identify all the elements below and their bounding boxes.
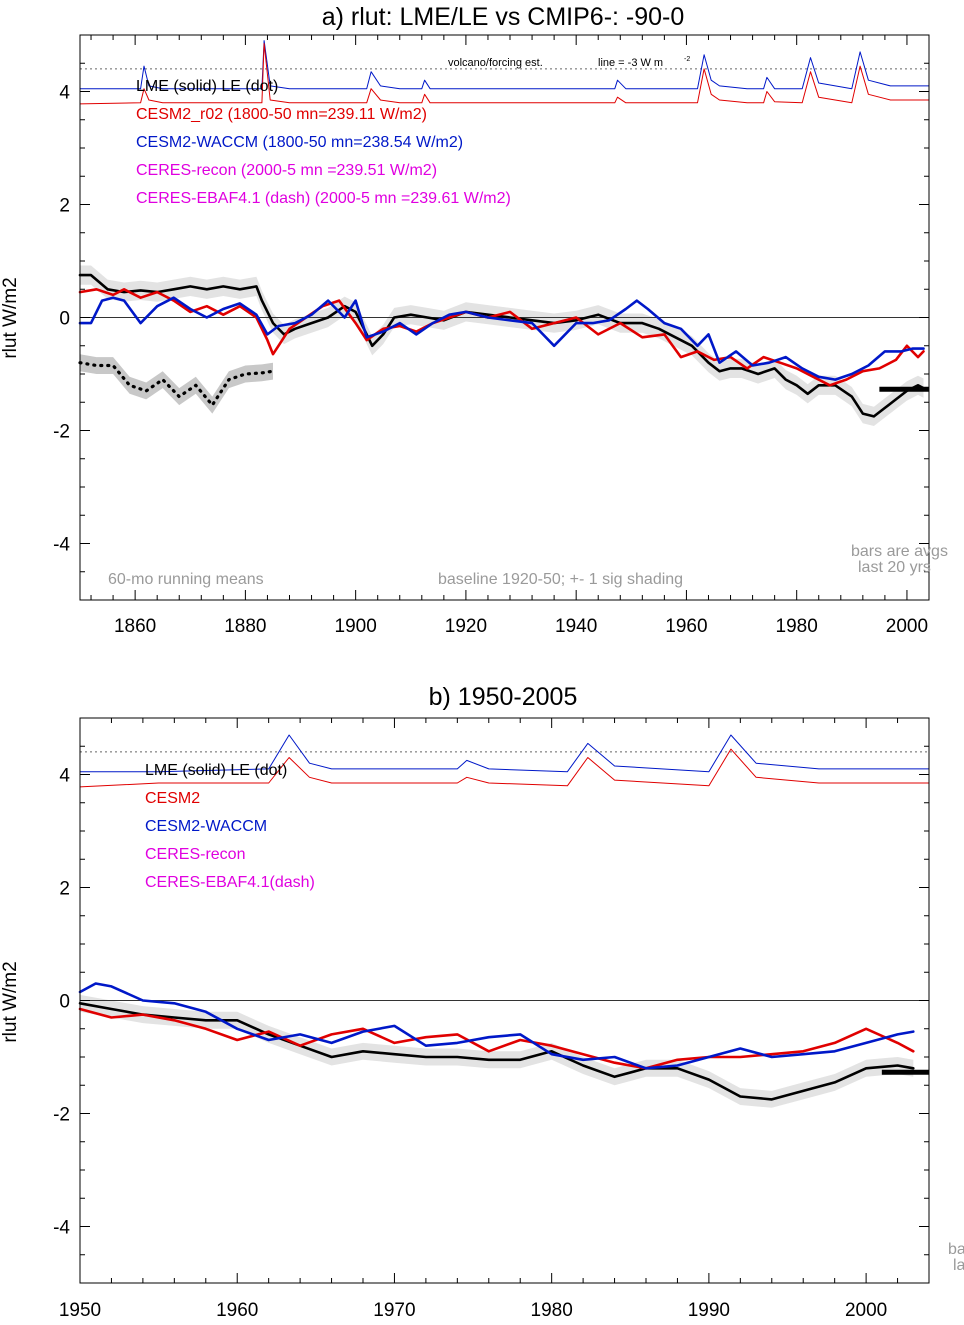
- x-tick-label: 1990: [688, 1300, 730, 1321]
- series-cesm2-volcano-forcing: [79, 748, 930, 788]
- legend-ceres-ebaf: CERES-EBAF4.1 (dash) (2000-5 mn =239.61 …: [136, 190, 511, 207]
- x-tick-label: 2000: [845, 1300, 887, 1321]
- bars-note-b-1: ba: [948, 1241, 964, 1258]
- y-tick-label: 4: [59, 766, 70, 787]
- x-tick-label: 1900: [335, 616, 377, 637]
- series-cesm2: [78, 1007, 915, 1070]
- legend-b-cesm2-waccm: CESM2-WACCM: [145, 818, 267, 835]
- line-note: line = -3 W m: [598, 57, 663, 69]
- series-le-dot-: [78, 361, 275, 407]
- panel-a: a) rlut: LME/LE vs CMIP6-: -90-0 1860 188…: [0, 3, 948, 637]
- series-cesm2-waccm: [78, 982, 915, 1070]
- legend-cesm2: CESM2_r02 (1800-50 mn=239.11 W/m2): [136, 106, 427, 123]
- legend-b-cesm2: CESM2: [145, 790, 200, 807]
- legend-b-ceres-ebaf: CERES-EBAF4.1(dash): [145, 874, 315, 891]
- series-cesm2-waccm-volcano-forcing: [79, 734, 930, 773]
- legend-lme: LME (solid) LE (dot): [136, 78, 278, 95]
- bars-note-2: last 20 yrs: [858, 559, 931, 576]
- x-tick-label: 1960: [665, 616, 707, 637]
- legend-b-lme: LME (solid) LE (dot): [145, 762, 287, 779]
- x-tick-label: 1980: [776, 616, 818, 637]
- y-tick-label: 2: [59, 196, 70, 217]
- y-tick-label: -4: [53, 535, 70, 556]
- x-tick-label: 1940: [555, 616, 597, 637]
- volcano-note: volcano/forcing est.: [448, 57, 543, 69]
- line-note-sup: -2: [684, 56, 690, 63]
- panel-b-ylabel: rlut W/m2: [0, 961, 21, 1042]
- panel-a-title: a) rlut: LME/LE vs CMIP6-: -90-0: [322, 3, 685, 31]
- panel-b: b) 1950-2005 1950 1960 1970 1980 1990 2000 -4 -…: [0, 683, 964, 1321]
- panel-b-legend: LME (solid) LE (dot) CESM2 CESM2-WACCM C…: [145, 762, 315, 891]
- y-tick-label: 4: [59, 83, 70, 104]
- bars-note-1: bars are avgs: [851, 543, 948, 560]
- y-tick-label: -2: [53, 1105, 70, 1126]
- legend-b-ceres-recon: CERES-recon: [145, 846, 245, 863]
- x-tick-label: 1970: [373, 1300, 415, 1321]
- x-tick-label: 2000: [886, 616, 928, 637]
- sigma-shading: [80, 994, 914, 1108]
- panel-b-title: b) 1950-2005: [429, 683, 578, 711]
- running-mean-note: 60-mo running means: [108, 571, 264, 588]
- x-tick-label: 1880: [224, 616, 266, 637]
- baseline-note: baseline 1920-50; +- 1 sig shading: [438, 571, 683, 588]
- bars-note-b-2: la: [953, 1257, 964, 1274]
- y-tick-label: 0: [59, 992, 70, 1013]
- y-tick-label: -2: [53, 422, 70, 443]
- series-cesm2-volcano-forcing: [79, 43, 930, 105]
- legend-ceres-recon: CERES-recon (2000-5 mn =239.51 W/m2): [136, 162, 437, 179]
- y-tick-label: 2: [59, 879, 70, 900]
- x-tick-label: 1980: [531, 1300, 573, 1321]
- le-shading: [80, 354, 273, 414]
- series-lme: [78, 273, 925, 418]
- x-tick-label: 1920: [445, 616, 487, 637]
- x-tick-label: 1860: [114, 616, 156, 637]
- series-cesm2-waccm: [78, 296, 925, 381]
- y-tick-label: 0: [59, 309, 70, 330]
- y-tick-label: -4: [53, 1218, 70, 1239]
- panel-a-legend: LME (solid) LE (dot) CESM2_r02 (1800-50 …: [136, 78, 511, 207]
- legend-cesm2-waccm: CESM2-WACCM (1800-50 mn=238.54 W/m2): [136, 134, 463, 151]
- x-tick-label: 1960: [216, 1300, 258, 1321]
- sigma-shading: [80, 265, 924, 426]
- x-tick-label: 1950: [59, 1300, 101, 1321]
- panel-a-ylabel: rlut W/m2: [0, 277, 21, 358]
